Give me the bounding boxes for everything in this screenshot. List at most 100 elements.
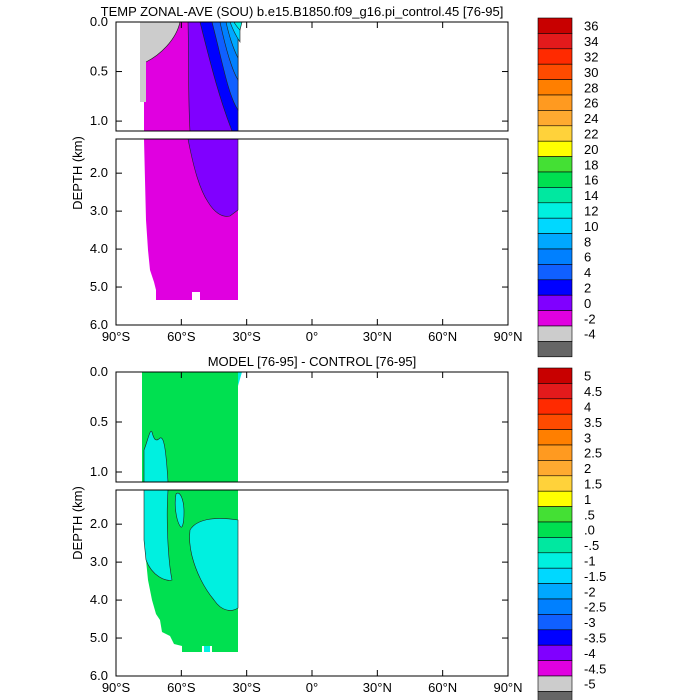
colorbar-label: 20 [584,142,598,157]
bottom-lower-fill-neg-left [143,489,173,581]
bottom-yticks: 0.0 0.5 1.0 2.0 3.0 4.0 5.0 6.0 [90,364,508,683]
bottom-lower-fill-neg-bottom [204,646,210,652]
colorbar-swatch [537,444,573,461]
top-lower-fill-2-4 [187,138,239,217]
bottom-lower-fill-neg-island [174,492,185,528]
colorbar-swatch [537,490,573,507]
colorbar-label: 4 [584,265,591,280]
xtick-label: 30°S [232,329,261,344]
top-panel: TEMP ZONAL-AVE (SOU) b.e15.B1850.f09_g16… [70,4,523,344]
ytick-label: 0.0 [90,14,108,29]
bottom-title: MODEL [76-95] - CONTROL [76-95] [208,354,417,369]
colorbar-label: -1.5 [584,569,606,584]
colorbar-swatch [537,233,573,250]
colorbar-label: -4 [584,646,596,661]
colorbar-swatch [537,660,573,677]
colorbar-label: -3.5 [584,631,606,646]
colorbar-swatch [537,310,573,327]
ytick-label: 5.0 [90,630,108,645]
bottom-fill-neg-a [143,430,169,483]
colorbar-swatch [537,63,573,80]
colorbar-swatch [537,294,573,311]
colorbar-label: 34 [584,34,598,49]
colorbar-swatch [537,48,573,65]
colorbar-label: -2 [584,584,596,599]
ytick-label: 2.0 [90,516,108,531]
colorbar-label: 8 [584,234,591,249]
colorbar-label: 36 [584,19,598,34]
colorbar-swatch [537,383,573,400]
colorbar-label: 12 [584,204,598,219]
top-contour-0 [145,21,181,63]
colorbar-swatch [537,17,573,34]
ytick-label: 5.0 [90,279,108,294]
colorbar-label: 0 [584,296,591,311]
bottom-upper-plot [115,371,509,483]
colorbar-swatch [537,79,573,96]
xtick-label: 30°S [232,680,261,695]
xtick-label: 90°S [102,329,131,344]
xtick-label: 90°N [493,680,522,695]
colorbar-swatch [537,187,573,204]
colorbar-label: 1.5 [584,477,602,492]
colorbar-swatch [537,341,573,358]
colorbar-swatch [537,644,573,661]
colorbar-label: -.5 [584,538,599,553]
colorbar-swatch [537,413,573,430]
colorbar-label: 26 [584,96,598,111]
colorbar-label: -5 [584,677,596,692]
bottom-panel: MODEL [76-95] - CONTROL [76-95] DEPTH (k… [70,354,523,695]
top-ylabel: DEPTH (km) [70,136,85,210]
xtick-label: 60°S [167,680,196,695]
colorbar-swatch [537,629,573,646]
ytick-label: 6.0 [90,317,108,332]
colorbar-label: 30 [584,65,598,80]
xtick-label: 0° [306,329,318,344]
colorbar-label: .5 [584,507,595,522]
bottom-xticks: 90°S 60°S 30°S 0° 30°N 60°N 90°N [102,372,523,695]
colorbar-swatch [537,598,573,615]
xtick-label: 90°N [493,329,522,344]
colorbar-swatch [537,552,573,569]
bottom-lower-fill-neg-right [189,518,239,611]
top-lower-plot [115,138,509,326]
colorbar-swatch [537,398,573,415]
colorbar-swatch [537,506,573,523]
ytick-label: 6.0 [90,668,108,683]
ytick-label: 0.0 [90,364,108,379]
colorbar-label: -3 [584,615,596,630]
bottom-lower-plot [115,489,509,677]
colorbar-label: 14 [584,188,598,203]
colorbar-label: -4.5 [584,661,606,676]
colorbar-label: 3 [584,430,591,445]
ytick-label: 2.0 [90,165,108,180]
top-upper-plot [115,21,509,132]
colorbar-label: -2 [584,311,596,326]
colorbar-swatch [537,460,573,477]
colorbar-label: 6 [584,250,591,265]
colorbar-label: 1 [584,492,591,507]
colorbar-swatch [537,171,573,188]
colorbar-swatch [537,248,573,265]
ytick-label: 1.0 [90,464,108,479]
colorbar-swatch [537,325,573,342]
xtick-label: 60°N [428,329,457,344]
colorbar-swatch [537,33,573,50]
colorbar-swatch [537,537,573,554]
colorbar-swatch [537,521,573,538]
colorbar-swatch [537,691,573,700]
colorbar-label: -4 [584,327,596,342]
colorbar-swatch [537,217,573,234]
bottom-ylabel: DEPTH (km) [70,486,85,560]
colorbar-swatch [537,279,573,296]
xtick-label: 0° [306,680,318,695]
colorbar-label: -1 [584,554,596,569]
bottom-colorbar: 54.543.532.521.51.5.0-.5-1-1.5-2-2.5-3-3… [537,367,606,700]
colorbar-swatch [537,110,573,127]
xtick-label: 30°N [363,329,392,344]
xtick-label: 60°S [167,329,196,344]
colorbar-swatch [537,156,573,173]
bottom-fill-neg-b [238,372,242,386]
